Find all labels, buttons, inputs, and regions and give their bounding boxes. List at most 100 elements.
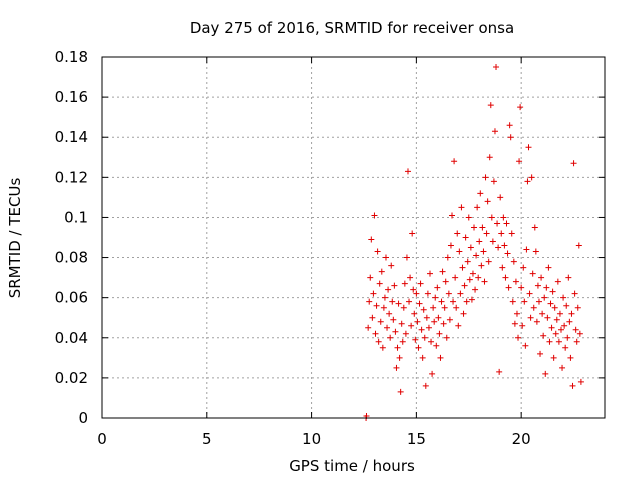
data-point	[517, 104, 524, 111]
data-point	[463, 298, 470, 305]
data-point	[496, 368, 503, 375]
data-point	[542, 370, 549, 377]
data-point	[485, 258, 492, 265]
data-point	[527, 314, 534, 321]
data-point	[544, 314, 551, 321]
data-point	[474, 204, 481, 211]
data-point	[547, 300, 554, 307]
data-point	[428, 338, 435, 345]
data-point	[379, 344, 386, 351]
data-point	[534, 282, 541, 289]
data-point	[408, 322, 415, 329]
data-point	[518, 284, 525, 291]
data-point	[522, 342, 529, 349]
data-point	[370, 290, 377, 297]
data-point	[574, 304, 581, 311]
y-tick-label: 0.12	[55, 168, 88, 186]
data-point	[394, 344, 401, 351]
data-point	[520, 264, 527, 271]
data-point	[475, 274, 482, 281]
data-point	[444, 254, 451, 261]
data-point	[529, 270, 536, 277]
data-point	[503, 220, 510, 227]
x-tick-label: 10	[302, 430, 321, 448]
data-point	[398, 320, 405, 327]
data-point	[576, 330, 583, 337]
data-point	[509, 298, 516, 305]
data-point	[447, 242, 454, 249]
data-point	[490, 178, 497, 185]
data-point	[488, 214, 495, 221]
data-point	[417, 280, 424, 287]
data-point	[462, 234, 469, 241]
x-tick-label: 15	[407, 430, 426, 448]
data-point	[564, 334, 571, 341]
data-point	[491, 128, 498, 135]
data-point	[385, 286, 392, 293]
data-point	[372, 330, 379, 337]
chart-title: Day 275 of 2016, SRMTID for receiver ons…	[190, 19, 514, 37]
data-point	[396, 354, 403, 361]
data-point	[418, 326, 425, 333]
x-axis-label: GPS time / hours	[289, 457, 415, 475]
data-point	[443, 334, 450, 341]
data-point	[533, 318, 540, 325]
data-point	[460, 310, 467, 317]
data-point	[442, 278, 449, 285]
data-point	[482, 174, 489, 181]
data-point	[400, 304, 407, 311]
data-point	[440, 320, 447, 327]
data-point	[469, 270, 476, 277]
data-point	[436, 330, 443, 337]
data-point	[377, 318, 384, 325]
data-point	[489, 238, 496, 245]
data-point	[412, 336, 419, 343]
data-point	[549, 288, 556, 295]
data-point	[535, 298, 542, 305]
data-point	[575, 242, 582, 249]
data-point	[457, 290, 464, 297]
data-point	[506, 122, 513, 129]
data-point	[435, 314, 442, 321]
data-point	[387, 334, 394, 341]
y-tick-label: 0	[78, 409, 88, 427]
data-point	[513, 310, 520, 317]
data-point	[550, 354, 557, 361]
data-point	[409, 230, 416, 237]
data-point	[414, 318, 421, 325]
data-point	[381, 294, 388, 301]
data-point	[431, 318, 438, 325]
data-point	[560, 294, 567, 301]
data-point	[569, 382, 576, 389]
data-point	[559, 364, 566, 371]
data-point	[555, 338, 562, 345]
data-point	[571, 290, 578, 297]
data-point	[437, 354, 444, 361]
axis-ticks	[101, 56, 605, 419]
data-point	[498, 230, 505, 237]
data-point	[532, 248, 539, 255]
plot-frame	[101, 56, 606, 419]
data-point	[530, 304, 537, 311]
x-tick-labels: 0 5 10 15 20	[97, 430, 530, 448]
data-point	[453, 304, 460, 311]
data-point	[501, 242, 508, 249]
data-point	[446, 316, 453, 323]
data-point	[393, 364, 400, 371]
data-point	[502, 274, 509, 281]
data-point	[493, 64, 500, 71]
data-point	[464, 258, 471, 265]
data-point	[553, 316, 560, 323]
data-point	[565, 274, 572, 281]
data-point	[473, 252, 480, 259]
data-point	[421, 334, 428, 341]
data-point	[528, 174, 535, 181]
data-point	[423, 314, 430, 321]
data-point	[410, 286, 417, 293]
data-point	[531, 224, 538, 231]
data-point	[471, 224, 478, 231]
data-point	[515, 334, 522, 341]
data-point	[445, 290, 452, 297]
x-tick-label: 0	[97, 430, 107, 448]
